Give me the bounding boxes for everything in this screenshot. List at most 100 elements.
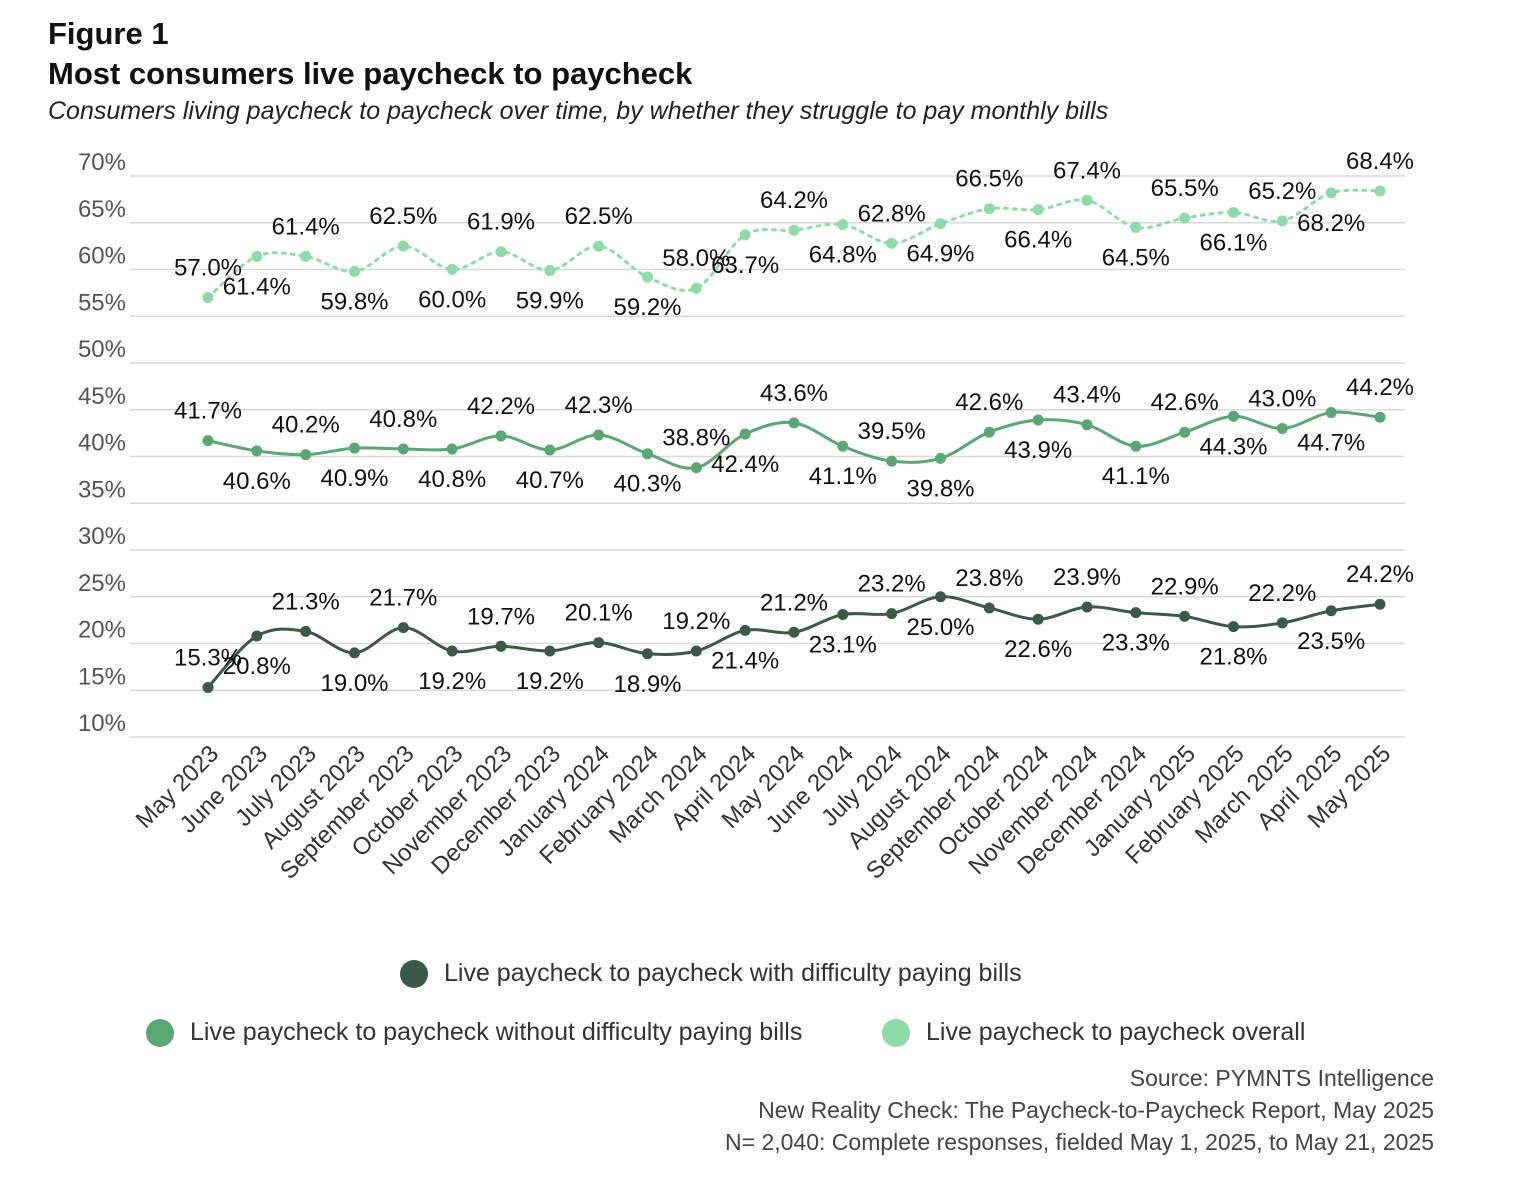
data-label-with_difficulty: 25.0% [906,614,974,641]
data-label-without_difficulty: 43.6% [760,380,828,407]
data-label-without_difficulty: 39.8% [906,475,974,502]
data-point-without_difficulty [1179,426,1191,438]
data-point-with_difficulty [1130,607,1142,619]
y-tick-label: 70% [78,149,126,176]
legend-swatch-with-difficulty [400,959,428,988]
y-tick-label: 30% [78,523,126,550]
data-label-overall: 63.7% [711,252,779,279]
data-point-overall [593,240,605,252]
data-label-without_difficulty: 39.5% [858,418,926,445]
data-label-with_difficulty: 21.4% [711,647,779,674]
data-point-overall [544,264,556,276]
source-note: Source: PYMNTS Intelligence New Reality … [725,1062,1434,1158]
data-point-with_difficulty [593,637,605,649]
data-point-overall [446,264,458,275]
data-label-with_difficulty: 22.2% [1248,580,1316,607]
data-point-without_difficulty [593,429,605,441]
data-point-without_difficulty [1325,407,1337,419]
data-label-overall: 60.0% [418,287,486,314]
legend-label-without-difficulty: Live paycheck to paycheck without diffic… [190,1018,803,1046]
data-point-overall [1179,212,1191,224]
data-label-without_difficulty: 40.8% [418,466,486,493]
data-point-with_difficulty [544,645,556,657]
data-point-overall [1228,206,1239,218]
data-point-with_difficulty [300,625,312,637]
source-line-3: N= 2,040: Complete responses, fielded Ma… [725,1129,1434,1155]
data-point-overall [251,250,263,262]
data-label-with_difficulty: 21.8% [1199,644,1267,671]
data-point-overall [1276,215,1288,227]
data-point-with_difficulty [251,630,263,642]
data-label-overall: 58.0% [662,245,730,272]
data-label-without_difficulty: 42.6% [955,389,1023,416]
data-point-overall [1081,194,1093,206]
data-label-without_difficulty: 42.3% [565,392,633,419]
data-point-overall [1032,204,1044,216]
chart-subtitle: Consumers living paycheck to paycheck ov… [48,97,1109,125]
data-point-overall [1130,221,1142,233]
data-point-overall [642,271,653,283]
data-label-overall: 61.9% [467,209,535,236]
data-point-overall [983,203,995,215]
data-point-without_difficulty [642,448,653,460]
data-label-overall: 65.5% [1151,175,1219,202]
legend-item-overall: Live paycheck to paycheck overall [882,1018,1305,1047]
data-point-overall [300,250,312,262]
data-point-without_difficulty [397,443,409,455]
data-point-with_difficulty [1228,621,1239,633]
data-point-without_difficulty [739,428,751,440]
data-point-overall [690,282,702,294]
data-label-overall: 66.4% [1004,227,1072,254]
data-point-with_difficulty [495,640,507,652]
data-point-without_difficulty [202,435,214,447]
data-label-with_difficulty: 20.1% [565,600,633,627]
data-label-without_difficulty: 40.3% [613,471,681,498]
data-point-overall [739,229,751,241]
data-point-with_difficulty [446,645,458,657]
data-point-with_difficulty [397,622,409,634]
data-point-with_difficulty [739,624,751,636]
data-label-with_difficulty: 19.2% [418,668,486,695]
data-label-with_difficulty: 19.7% [467,603,535,630]
data-label-with_difficulty: 20.8% [223,653,291,680]
data-point-with_difficulty [1081,601,1093,613]
data-label-overall: 59.9% [516,287,584,314]
y-tick-label: 35% [78,476,126,503]
data-point-without_difficulty [300,449,312,461]
data-label-without_difficulty: 40.7% [516,467,584,494]
data-label-with_difficulty: 23.3% [1102,630,1170,657]
data-point-overall [788,224,800,236]
data-label-overall: 68.4% [1346,148,1414,175]
data-label-without_difficulty: 42.6% [1151,389,1219,416]
data-label-with_difficulty: 19.0% [320,670,388,697]
data-label-without_difficulty: 43.9% [1004,437,1072,464]
data-label-without_difficulty: 40.2% [272,412,340,439]
legend-label-overall: Live paycheck to paycheck overall [926,1018,1306,1046]
data-label-overall: 64.9% [906,241,974,268]
data-label-without_difficulty: 44.3% [1199,433,1267,460]
data-label-without_difficulty: 44.7% [1297,430,1365,457]
data-point-with_difficulty [690,645,702,657]
data-label-overall: 64.8% [809,242,877,269]
legend-item-without-difficulty: Live paycheck to paycheck without diffic… [146,1018,802,1047]
data-point-without_difficulty [886,455,898,467]
data-point-with_difficulty [1276,617,1288,629]
data-point-without_difficulty [1374,411,1386,423]
y-tick-label: 45% [78,383,126,410]
data-label-overall: 59.2% [613,294,681,321]
y-tick-label: 60% [78,243,126,270]
data-point-overall [349,265,360,277]
data-label-with_difficulty: 19.2% [516,668,584,695]
data-point-without_difficulty [495,430,507,442]
data-point-without_difficulty [1130,440,1142,452]
data-label-with_difficulty: 23.8% [955,565,1023,592]
data-point-with_difficulty [788,626,800,638]
source-line-1: Source: PYMNTS Intelligence [1129,1065,1434,1091]
data-label-without_difficulty: 41.1% [1102,463,1170,490]
y-tick-label: 50% [78,336,126,363]
data-label-overall: 62.8% [858,200,926,227]
data-point-without_difficulty [349,442,360,454]
data-point-with_difficulty [1325,605,1337,617]
data-point-without_difficulty [1032,414,1044,426]
data-point-without_difficulty [788,417,800,429]
